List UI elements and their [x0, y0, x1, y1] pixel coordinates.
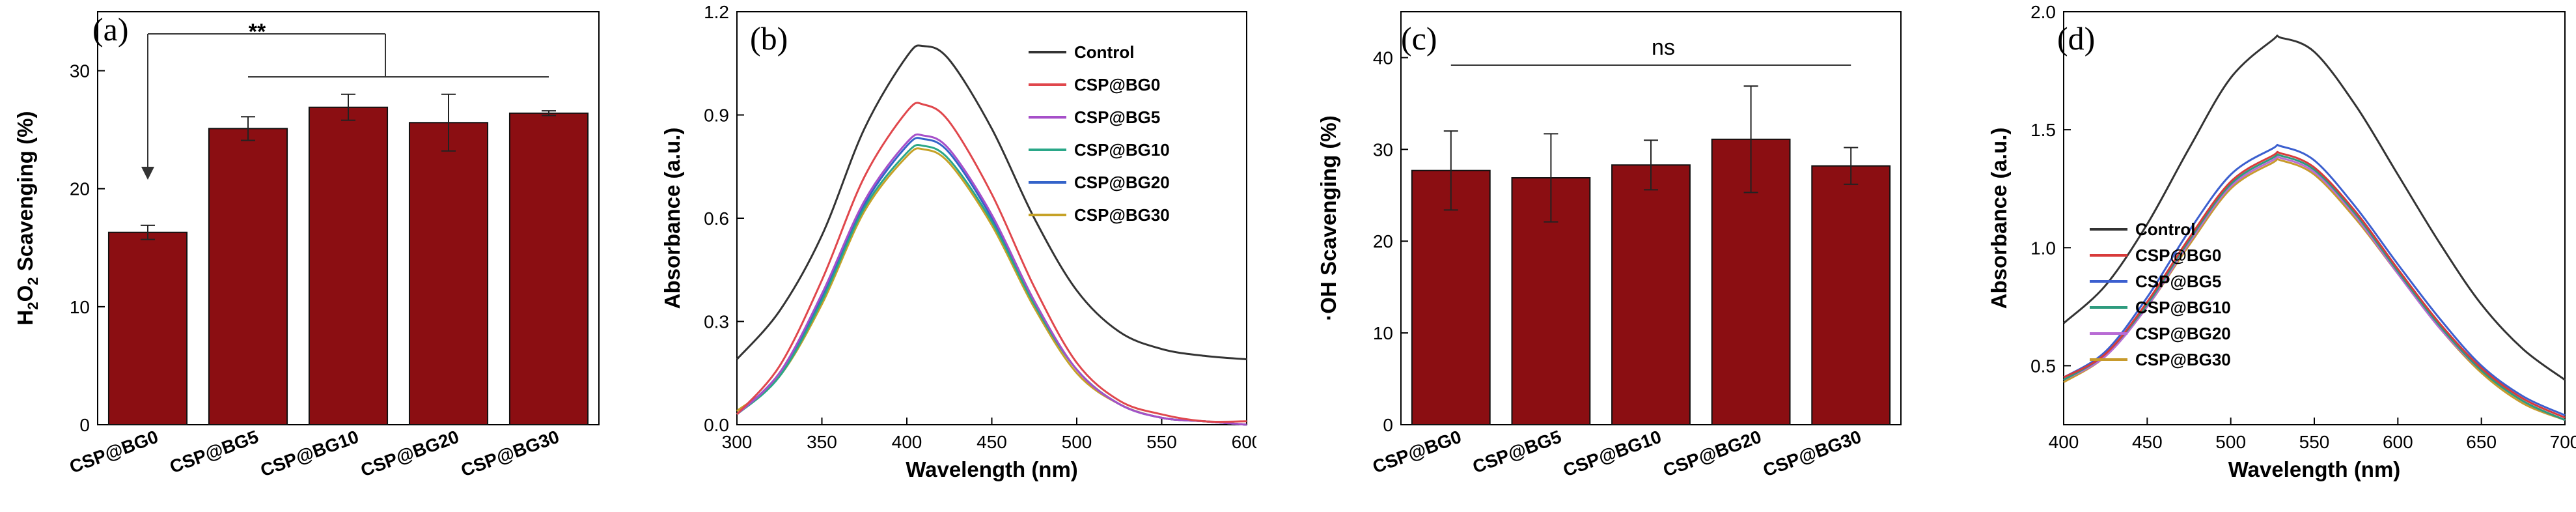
panel-d-xtick-label: 400 — [2049, 432, 2079, 452]
panel-d-ytick-label: 1.0 — [2030, 238, 2056, 258]
panel-b-panel-letter: (b) — [750, 20, 788, 57]
panel-b-ytick-label: 0.6 — [704, 208, 729, 229]
panel-d-panel-letter: (d) — [2057, 20, 2095, 57]
panel-b-ytick-label: 0.9 — [704, 106, 729, 126]
panel-b-legend-label-5: CSP@BG30 — [1074, 205, 1170, 225]
panel-d-absorbance-line-chart: 400 450 500 550 600 650 700 0.5 1.0 1.5 2.0 Wavelen… — [1953, 0, 2576, 509]
panel-a-y-axis-title: H2O2 Scavenging (%) — [13, 111, 41, 326]
panel-d-series-line-0 — [2062, 35, 2566, 381]
panel-d-xtick-label: 600 — [2383, 432, 2413, 452]
panel-a-ytick-label: 20 — [70, 179, 90, 199]
panel-b-xtick-label: 400 — [892, 432, 922, 452]
panel-a-y-axis-title-part: 2 — [25, 277, 41, 285]
panel-b-svg: 300 350 400 450 500 550 600 0.0 0.3 0.6 0.9 1.2 Wave… — [660, 2, 1262, 481]
panel-a-significance-arrow-head — [141, 167, 154, 180]
panel-b-xtick-label: 350 — [807, 432, 837, 452]
panel-a-y-axis-title-part: H — [13, 310, 37, 326]
panel-c-oh-bar-chart: 0 10 20 30 40 CSP@BG0 CSP@BG5 CSP@BG10 CSP@BG20 C… — [1302, 0, 1914, 509]
panel-b-absorbance-line-chart: 300 350 400 450 500 550 600 0.0 0.3 0.6 0.9 1.2 Wave… — [644, 0, 1262, 509]
panel-d-legend-label-0: Control — [2135, 220, 2195, 239]
panel-b-series-line-2 — [736, 133, 1247, 426]
panel-c-bar-0 — [1411, 169, 1491, 425]
panel-d-ytick-label: 0.5 — [2030, 356, 2056, 376]
panel-d-legend-label-3: CSP@BG10 — [2135, 298, 2231, 317]
panel-d-series-line-2 — [2063, 143, 2566, 416]
panel-c-category-label-2: CSP@BG10 — [1560, 427, 1664, 481]
panel-b-xtick-label: 550 — [1146, 432, 1177, 452]
panel-d-xtick-label: 550 — [2299, 432, 2330, 452]
panel-a-ytick-label: 10 — [70, 297, 90, 317]
panel-d-legend-label-1: CSP@BG0 — [2135, 246, 2221, 265]
panel-a-category-label-2: CSP@BG10 — [258, 427, 361, 481]
panel-b-xtick-label: 600 — [1232, 432, 1256, 452]
panel-d-xtick-label: 500 — [2215, 432, 2246, 452]
panel-d-xtick-label: 700 — [2550, 432, 2576, 452]
panel-b-legend-label-2: CSP@BG5 — [1074, 107, 1160, 127]
panel-c-ytick-label: 0 — [1383, 415, 1393, 435]
panel-a-y-axis-title-part: Scavenging (%) — [13, 111, 37, 277]
panel-a-bar-1 — [208, 128, 288, 425]
panel-c-ytick-label: 10 — [1373, 323, 1393, 343]
panel-c-category-label-1: CSP@BG5 — [1470, 427, 1564, 477]
panel-c-bar-4 — [1811, 165, 1891, 425]
panel-d-svg: 400 450 500 550 600 650 700 0.5 1.0 1.5 2.0 Wavelen… — [1987, 2, 2576, 481]
panel-b-y-axis-title: Absorbance (a.u.) — [660, 128, 684, 309]
panel-a-ytick-label: 0 — [79, 415, 90, 435]
panel-b-xtick-label: 450 — [976, 432, 1007, 452]
panel-b-series-line-1 — [736, 102, 1247, 423]
panel-a-bar-2 — [308, 106, 389, 425]
panel-a-bar-0 — [107, 231, 188, 425]
panel-b-x-axis-title: Wavelength (nm) — [906, 457, 1078, 481]
panel-d-y-axis-title: Absorbance (a.u.) — [1987, 128, 2011, 309]
panel-c-y-axis-title: ·OH Scavenging (%) — [1316, 115, 1340, 320]
panel-c-significance-label: ns — [1652, 35, 1675, 60]
panel-c-bar-2 — [1611, 164, 1691, 425]
panel-c-panel-letter: (c) — [1401, 20, 1437, 57]
panel-a-bar-3 — [408, 122, 489, 425]
panel-d-legend-label-2: CSP@BG5 — [2135, 272, 2221, 291]
panel-b-legend-label-1: CSP@BG0 — [1074, 75, 1160, 94]
panel-d-ytick-label: 1.5 — [2030, 120, 2056, 140]
panel-d-xtick-label: 650 — [2466, 432, 2497, 452]
panel-c-ytick-label: 30 — [1373, 139, 1393, 160]
panel-d-series-line-1 — [2063, 150, 2566, 419]
panel-a-y-axis-title-part: 2 — [25, 302, 41, 309]
panel-c-category-label-4: CSP@BG30 — [1760, 427, 1864, 481]
panel-b-series-line-0 — [736, 44, 1247, 361]
panel-a-category-label-1: CSP@BG5 — [167, 427, 261, 477]
panel-d-xtick-label: 450 — [2132, 432, 2163, 452]
panel-a-ytick-label: 30 — [70, 61, 90, 81]
panel-c-category-label-3: CSP@BG20 — [1661, 427, 1764, 481]
panel-a-category-label-3: CSP@BG20 — [358, 427, 462, 481]
panel-a-panel-letter: (a) — [92, 11, 129, 48]
panel-d-ytick-label: 2.0 — [2030, 2, 2056, 22]
panel-a-bar-4 — [508, 112, 589, 425]
panel-a-category-label-4: CSP@BG30 — [458, 427, 562, 481]
panel-b-ytick-label: 0.3 — [704, 312, 729, 332]
panel-b-xtick-label: 500 — [1062, 432, 1092, 452]
panel-a-h2o2-bar-chart: 0 10 20 30 CSP@BG0 CSP@BG5 CSP@BG10 CSP@BG20 CSP… — [0, 0, 612, 509]
panel-b-ytick-label: 1.2 — [704, 2, 729, 22]
panel-d-legend-label-4: CSP@BG20 — [2135, 324, 2231, 343]
panel-b-series-line-3 — [736, 143, 1247, 426]
panel-b-legend-label-3: CSP@BG10 — [1074, 140, 1170, 160]
panel-b-legend-label-4: CSP@BG20 — [1074, 173, 1170, 192]
panel-d-series-line-3 — [2063, 153, 2566, 421]
panel-c-ytick-label: 20 — [1373, 231, 1393, 251]
panel-d-x-axis-title: Wavelength (nm) — [2228, 457, 2401, 481]
panel-b-series-line-4 — [736, 137, 1247, 426]
panel-c-ytick-label: 40 — [1373, 48, 1393, 68]
panel-b-xtick-label: 300 — [722, 432, 753, 452]
panel-d-legend-label-5: CSP@BG30 — [2135, 350, 2231, 369]
panel-a-significance-label: ** — [249, 20, 266, 44]
panel-b-legend-label-0: Control — [1074, 42, 1134, 62]
panel-b-series-line-5 — [736, 147, 1247, 426]
panel-b-ytick-label: 0.0 — [704, 415, 729, 435]
panel-a-y-axis-title-part: O — [13, 285, 37, 302]
